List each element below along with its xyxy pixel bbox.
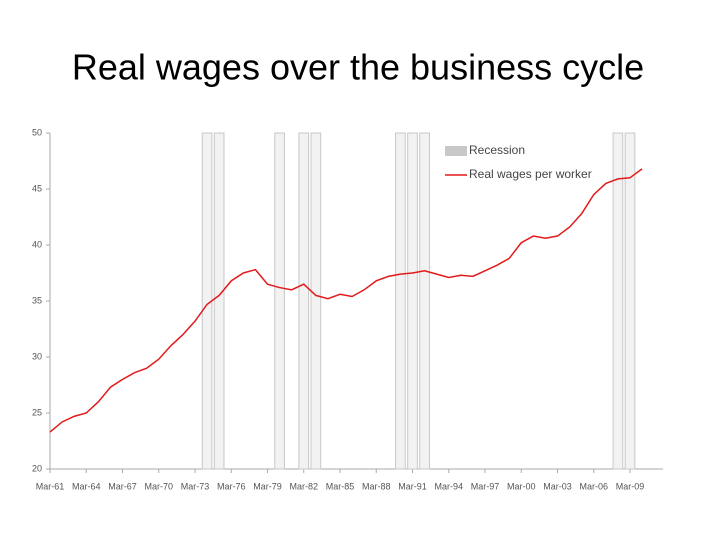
y-tick-label: 50 xyxy=(32,127,42,137)
recession-bar xyxy=(395,132,406,470)
y-tick-label: 30 xyxy=(32,351,42,361)
recession-bar xyxy=(624,132,636,470)
x-tick-label: Mar-79 xyxy=(253,481,282,491)
chart-title: Real wages over the business cycle xyxy=(72,47,644,88)
x-tick-label: Mar-91 xyxy=(398,481,427,491)
x-tick-label: Mar-85 xyxy=(326,481,355,491)
recession-bar xyxy=(310,132,322,470)
x-tick-label: Mar-88 xyxy=(362,481,391,491)
x-tick-label: Mar-76 xyxy=(217,481,246,491)
y-tick-label: 35 xyxy=(32,295,42,305)
legend-label: Real wages per worker xyxy=(469,167,592,181)
line xyxy=(49,168,643,433)
recession-bar xyxy=(298,132,310,470)
y-tick-label: 20 xyxy=(32,463,42,473)
x-tick-label: Mar-06 xyxy=(579,481,608,491)
x-tick-label: Mar-09 xyxy=(616,481,645,491)
x-tick-label: Mar-97 xyxy=(471,481,500,491)
y-tick-label: 25 xyxy=(32,407,42,417)
x-tick-label: Mar-64 xyxy=(72,481,101,491)
legend-swatch xyxy=(445,146,467,156)
x-tick-label: Mar-94 xyxy=(434,481,463,491)
y-tick-label: 45 xyxy=(32,183,42,193)
x-tick-label: Mar-73 xyxy=(181,481,210,491)
legend-label: Recession xyxy=(469,143,525,157)
x-tick-label: Mar-82 xyxy=(289,481,318,491)
recession-bar xyxy=(407,132,418,470)
y-tick-label: 40 xyxy=(32,239,42,249)
x-tick-label: Mar-00 xyxy=(507,481,536,491)
x-tick-label: Mar-61 xyxy=(36,481,65,491)
x-tick-label: Mar-67 xyxy=(108,481,137,491)
recession-bar xyxy=(274,132,285,470)
x-tick-label: Mar-70 xyxy=(144,481,173,491)
recession-bar xyxy=(213,132,225,470)
recession-bar xyxy=(612,132,624,470)
recession-bar xyxy=(419,132,430,470)
x-tick-label: Mar-03 xyxy=(543,481,572,491)
